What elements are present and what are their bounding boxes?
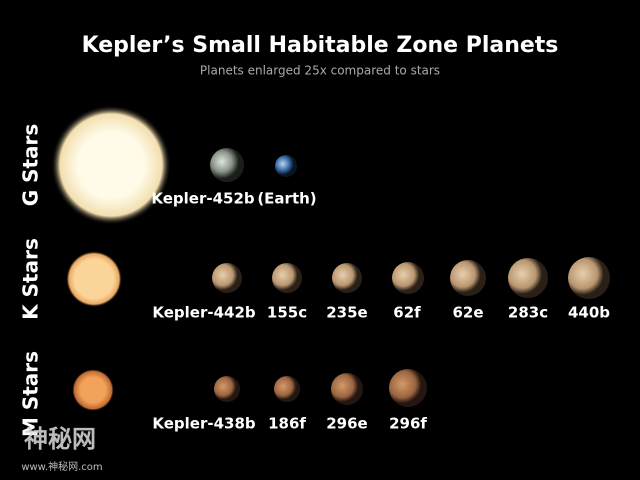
subtitle: Planets enlarged 25x compared to stars bbox=[200, 64, 440, 78]
planet-label: Kepler-452b bbox=[151, 190, 255, 208]
planet-label: 186f bbox=[268, 415, 306, 433]
planet bbox=[332, 263, 362, 293]
planet-label: 155c bbox=[267, 304, 307, 322]
watermark-url: www.神秘网.com bbox=[21, 460, 102, 473]
planet bbox=[392, 262, 424, 294]
k-planets bbox=[212, 257, 610, 299]
planet bbox=[389, 369, 427, 407]
planet-label: Kepler-442b bbox=[152, 304, 256, 322]
planet bbox=[568, 257, 610, 299]
planet bbox=[274, 376, 300, 402]
planet bbox=[331, 373, 363, 405]
planet bbox=[212, 263, 242, 293]
planet-label: 296f bbox=[389, 415, 427, 433]
planet bbox=[272, 263, 302, 293]
planet-label: 62e bbox=[452, 304, 483, 322]
planet-label: 440b bbox=[568, 304, 610, 322]
row-label: K Stars bbox=[19, 238, 43, 320]
planet-label: 283c bbox=[508, 304, 548, 322]
star bbox=[51, 105, 171, 225]
planet bbox=[214, 376, 240, 402]
watermark-logo: 神秘网 bbox=[24, 425, 96, 453]
planet-label: 62f bbox=[393, 304, 421, 322]
planet bbox=[210, 148, 244, 182]
planet-label: 235e bbox=[326, 304, 367, 322]
title: Kepler’s Small Habitable Zone Planets bbox=[82, 33, 559, 58]
star bbox=[66, 251, 122, 307]
planet-label: (Earth) bbox=[257, 190, 316, 208]
planet bbox=[450, 260, 486, 296]
row-label: M Stars bbox=[19, 351, 43, 437]
row-label: G Stars bbox=[19, 124, 43, 207]
star bbox=[72, 369, 114, 411]
planet bbox=[508, 258, 548, 298]
planet-label: 296e bbox=[326, 415, 367, 433]
planet bbox=[275, 155, 297, 177]
planet-label: Kepler-438b bbox=[152, 415, 256, 433]
